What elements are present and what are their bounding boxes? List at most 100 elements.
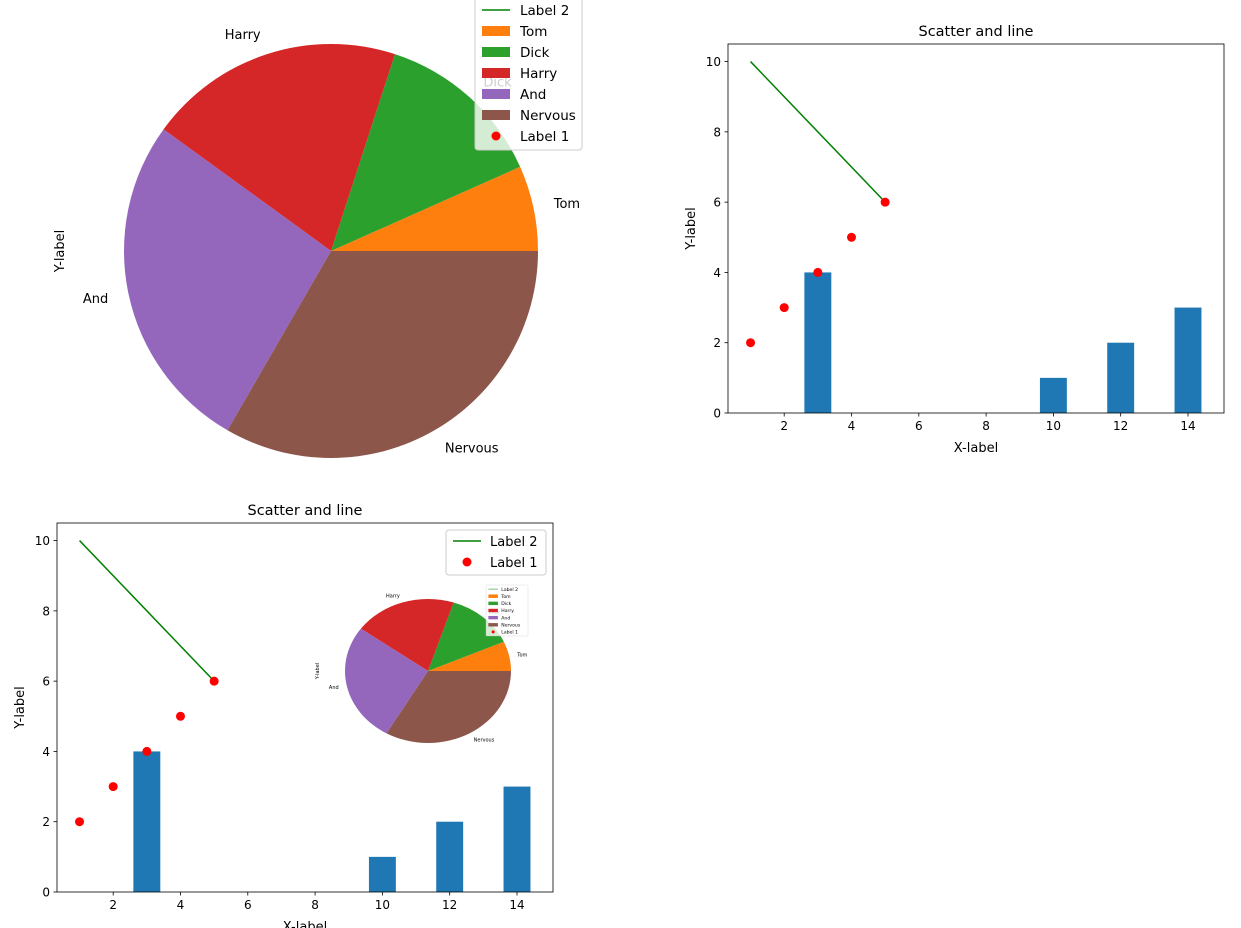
axes-frame <box>727 43 1225 414</box>
y-tick-label: 0 <box>713 407 721 421</box>
scatter-point <box>813 267 823 277</box>
pie-slice-tom <box>331 166 538 251</box>
legend-patch-handle <box>488 601 498 606</box>
legend-label: Label 2 <box>501 587 518 593</box>
pie-label: Harry <box>386 593 400 599</box>
pie-label: And <box>83 292 108 307</box>
legend-marker-handle <box>462 557 472 567</box>
pie-label: Nervous <box>474 737 495 743</box>
y-tick-label: 10 <box>35 534 50 548</box>
x-tick-label: 12 <box>442 898 457 912</box>
bar <box>503 786 531 892</box>
legend-patch-handle <box>482 26 510 36</box>
legend-label: Dick <box>520 45 550 61</box>
y-axis-label: Y-label <box>53 230 68 274</box>
x-tick-label: 2 <box>780 419 788 433</box>
legend-patch-handle <box>488 594 498 598</box>
x-tick-label: 2 <box>109 898 117 912</box>
legend-label: Tom <box>500 594 511 600</box>
legend-patch-handle <box>488 615 498 620</box>
legend-label: Tom <box>519 24 547 40</box>
y-tick-label: 4 <box>713 266 721 280</box>
bar <box>436 821 464 892</box>
bar <box>1174 307 1202 413</box>
legend-marker-handle <box>491 630 495 634</box>
scatter-point <box>75 817 85 827</box>
scatter-point <box>846 232 856 242</box>
y-tick-label: 2 <box>42 815 50 829</box>
legend-label: Label 1 <box>490 556 537 571</box>
axes-title: Scatter and line <box>248 503 363 519</box>
pie-slice-harry <box>163 44 395 251</box>
pie-slice-tom <box>428 641 511 671</box>
legend-patch-handle <box>482 68 510 78</box>
x-tick-label: 4 <box>848 419 856 433</box>
legend-label: And <box>501 615 510 621</box>
pie-slice-harry <box>360 599 454 671</box>
x-tick-label: 8 <box>982 419 990 433</box>
pie-slice-nervous <box>386 671 511 743</box>
scatter-point <box>880 197 890 207</box>
legend-marker-handle <box>491 131 501 141</box>
scatter-point <box>142 746 152 756</box>
scatter-point <box>175 711 185 721</box>
axes-title: Scatter and line <box>919 24 1034 40</box>
x-tick-label: 12 <box>1113 419 1128 433</box>
legend-label: And <box>520 87 546 103</box>
legend-label: Dick <box>501 601 511 607</box>
pie-label: Nervous <box>445 442 499 457</box>
x-tick-label: 8 <box>311 898 319 912</box>
scatter-point <box>779 303 789 313</box>
x-tick-label: 6 <box>915 419 923 433</box>
x-tick-label: 4 <box>177 898 185 912</box>
x-tick-label: 10 <box>1046 419 1061 433</box>
x-tick-label: 14 <box>509 898 524 912</box>
bar <box>804 272 832 413</box>
legend-patch-handle <box>482 47 510 57</box>
line-series-label-2 <box>79 540 215 682</box>
scatter-point <box>746 338 756 348</box>
legend-label: Label 1 <box>520 129 569 145</box>
bar <box>1039 377 1067 413</box>
x-tick-label: 14 <box>1180 419 1195 433</box>
legend-label: Label 1 <box>501 630 518 636</box>
pie-label: Tom <box>516 652 527 658</box>
legend-patch-handle <box>482 89 510 99</box>
x-tick-label: 10 <box>375 898 390 912</box>
y-tick-label: 8 <box>42 604 50 618</box>
scatter-line-chart-top-right: 2 4 6 8 10 12 14 0 2 4 6 8 10 Scatter and line X-label… <box>684 24 1225 456</box>
y-tick-label: 2 <box>713 336 721 350</box>
legend-label: Harry <box>501 608 514 614</box>
pie-label: Tom <box>553 197 580 212</box>
legend-label: Harry <box>520 66 557 82</box>
scatter-point <box>108 782 118 792</box>
y-tick-label: 0 <box>42 886 50 900</box>
y-tick-label: 10 <box>706 55 721 69</box>
y-tick-label: 6 <box>713 196 721 210</box>
axes-frame <box>56 522 554 893</box>
legend-patch-handle <box>482 110 510 120</box>
pie-slice-nervous <box>227 251 538 459</box>
y-tick-label: 8 <box>713 125 721 139</box>
y-axis-label: Y-label <box>13 686 28 730</box>
y-axis-label: Y-label <box>315 663 321 680</box>
legend-patch-handle <box>488 623 498 627</box>
legend-label: Label 2 <box>520 3 569 19</box>
pie-slice-dick <box>428 602 504 671</box>
bar <box>133 751 161 892</box>
bar <box>368 856 396 892</box>
pie-slice-dick <box>331 54 521 251</box>
x-axis-label: X-label <box>954 441 998 456</box>
pie-label: And <box>329 685 339 691</box>
pie-slice-and <box>345 628 428 734</box>
x-axis-label: X-label <box>283 920 327 928</box>
legend-label: Nervous <box>520 108 576 124</box>
y-tick-label: 4 <box>42 745 50 759</box>
legend-label: Label 2 <box>490 535 537 550</box>
pie-label: Harry <box>225 28 261 43</box>
pie-slice-and <box>124 129 331 431</box>
scatter-point <box>209 676 219 686</box>
